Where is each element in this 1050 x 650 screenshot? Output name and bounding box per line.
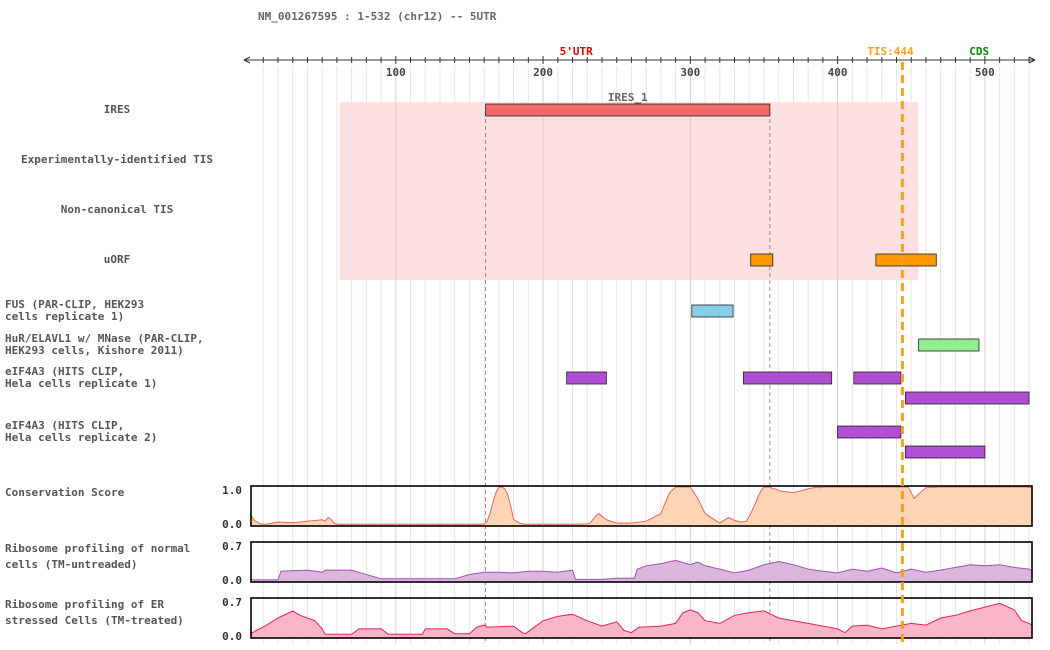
tis-label: TIS:444 bbox=[867, 45, 914, 58]
plot-area-fill bbox=[250, 603, 1032, 638]
track-label-hur: HEK293 cells, Kishore 2011) bbox=[5, 344, 184, 357]
plot-frame bbox=[250, 597, 1033, 639]
axis-tick-label: 100 bbox=[386, 66, 406, 79]
track-label-eif4a3_1: eIF4A3 (HITS CLIP, bbox=[5, 365, 124, 378]
plot-y-tick-label: 0.7 bbox=[222, 596, 242, 609]
plot-label: Ribosome profiling of normal bbox=[5, 542, 190, 555]
ires-region-shade bbox=[339, 102, 919, 280]
track-label-eif4a3_2: Hela cells replicate 2) bbox=[5, 431, 157, 444]
axis-tick-label: 300 bbox=[680, 66, 700, 79]
feature-bar-hur[interactable] bbox=[918, 338, 980, 352]
feature-bar-ires[interactable] bbox=[485, 103, 771, 117]
plot-label: Ribosome profiling of ER bbox=[5, 598, 164, 611]
feature-bar-eif4a3_1[interactable] bbox=[742, 371, 833, 385]
track-label-eif4a3_2: eIF4A3 (HITS CLIP, bbox=[5, 419, 124, 432]
plot-y-tick-label: 1.0 bbox=[222, 484, 242, 497]
feature-name: IRES_1 bbox=[608, 91, 648, 104]
track-label-fus: FUS (PAR-CLIP, HEK293 bbox=[5, 298, 144, 311]
utr-label: 5'UTR bbox=[560, 45, 593, 58]
feature-bar-fus[interactable] bbox=[691, 304, 734, 318]
transcript-title: NM_001267595 : 1-532 (chr12) -- 5UTR bbox=[258, 10, 497, 23]
plot-frame bbox=[250, 541, 1033, 583]
track-label-eif4a3_1: Hela cells replicate 1) bbox=[5, 377, 157, 390]
plot-label: cells (TM-untreaded) bbox=[5, 558, 137, 571]
track-label-fus: cells replicate 1) bbox=[5, 310, 124, 323]
feature-bar-eif4a3_1[interactable] bbox=[853, 371, 902, 385]
track-label-uorf: uORF bbox=[104, 253, 131, 266]
track-label-exp_tis: Experimentally-identified TIS bbox=[21, 153, 213, 166]
feature-bar-eif4a3_1[interactable] bbox=[904, 391, 1030, 405]
feature-bar-eif4a3_1[interactable] bbox=[566, 371, 607, 385]
axis-arrow-left bbox=[243, 56, 251, 64]
plot-line bbox=[250, 559, 1033, 581]
plot-line bbox=[249, 486, 1033, 525]
plot-y-tick-label: 0.0 bbox=[222, 574, 242, 587]
track-label-noncanon: Non-canonical TIS bbox=[61, 203, 174, 216]
track-label-hur: HuR/ELAVL1 w/ MNase (PAR-CLIP, bbox=[5, 332, 204, 345]
plot-y-tick-label: 0.7 bbox=[222, 540, 242, 553]
plot-y-tick-label: 0.0 bbox=[222, 518, 242, 531]
feature-bar-uorf[interactable] bbox=[875, 253, 937, 267]
feature-bar-eif4a3_2[interactable] bbox=[837, 425, 902, 439]
plot-frame bbox=[250, 485, 1033, 527]
plot-label: stressed Cells (TM-treated) bbox=[5, 614, 184, 627]
track-label-ires: IRES bbox=[104, 103, 131, 116]
plot-area-fill bbox=[250, 487, 1032, 526]
cds-label: CDS bbox=[969, 45, 989, 58]
feature-bar-eif4a3_2[interactable] bbox=[904, 445, 986, 459]
axis-tick-label: 500 bbox=[975, 66, 995, 79]
plot-area-fill bbox=[250, 560, 1032, 582]
feature-bar-uorf[interactable] bbox=[750, 253, 774, 267]
axis-tick-label: 200 bbox=[533, 66, 553, 79]
axis-tick-label: 400 bbox=[828, 66, 848, 79]
plot-label: Conservation Score bbox=[5, 486, 125, 499]
axis-arrow-right bbox=[1028, 56, 1036, 64]
plot-y-tick-label: 0.0 bbox=[222, 630, 242, 643]
